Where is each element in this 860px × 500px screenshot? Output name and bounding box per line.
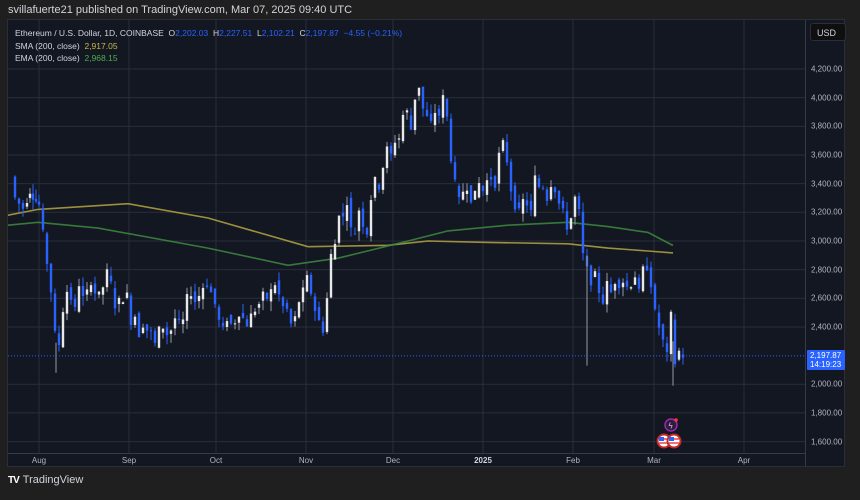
time-tick-label: Apr	[737, 456, 751, 465]
brand-name: TradingView	[22, 474, 84, 486]
ema-line[interactable]	[8, 221, 674, 267]
time-tick-label: 2025	[474, 456, 492, 465]
time-tick-label: Nov	[298, 456, 314, 465]
price-tick-label: 2,400.00	[811, 322, 843, 332]
change-value: −4.55 (−0.21%)	[343, 28, 403, 38]
legend-sma-row[interactable]: SMA (200, close) 2,917.05	[15, 40, 402, 53]
price-tick-label: 3,000.00	[811, 236, 843, 246]
price-tick-label: 2,600.00	[811, 293, 843, 303]
tradingview-logo-icon: TV	[8, 474, 20, 486]
legend-symbol-row: Ethereum / U.S. Dollar, 1D, COINBASE O2,…	[15, 28, 403, 38]
currency-selector[interactable]: USD	[810, 23, 846, 41]
high-value: 2,227.51	[219, 28, 253, 38]
sma-line[interactable]	[8, 202, 674, 254]
price-tick-label: 4,000.00	[811, 93, 843, 103]
price-tick-label: 4,200.00	[811, 64, 843, 74]
sma-value: 2,917.05	[84, 40, 118, 51]
price-tick-label: 3,800.00	[811, 121, 843, 131]
price-tick-label: 2,800.00	[811, 265, 843, 275]
price-tick-label: 3,600.00	[811, 150, 843, 160]
time-tick-label: Aug	[31, 456, 47, 465]
ema-label: EMA (200, close)	[15, 53, 80, 63]
ema-value: 2,968.15	[84, 53, 118, 63]
last-price-value: 2,197.87	[810, 350, 842, 360]
publish-line: svillafuerte21 published on TradingView.…	[8, 4, 353, 16]
price-tick-label: 3,200.00	[811, 207, 843, 217]
price-tick-label: 3,400.00	[811, 179, 843, 189]
last-price-label: 2,197.87 14:19:23	[807, 349, 845, 370]
price-tick-label: 1,600.00	[811, 437, 843, 447]
sma-label: SMA (200, close)	[15, 40, 80, 51]
time-tick-label: Dec	[385, 456, 401, 465]
time-tick-label: Sep	[121, 456, 137, 465]
close-value: 2,197.87	[305, 28, 339, 38]
price-tick-label: 1,800.00	[811, 408, 843, 418]
bar-countdown: 14:19:23	[810, 359, 842, 369]
footer: TV TradingView	[8, 474, 83, 486]
economic-events-icons[interactable]: ϟ	[656, 418, 682, 449]
candles[interactable]	[13, 86, 685, 386]
dividend-event-icon	[664, 418, 678, 432]
open-value: 2,202.03	[175, 28, 209, 38]
price-axis[interactable]: USD 2,197.87 14:19:23 4,200.00 4,000.00 3,…	[805, 20, 846, 467]
legend-ema-row[interactable]: EMA (200, close) 2,968.15	[15, 52, 402, 65]
svg-text:ϟ: ϟ	[669, 422, 674, 431]
time-tick-label: Oct	[209, 456, 223, 465]
time-axis[interactable]: Aug Sep Oct Nov Dec 2025 Feb Mar Apr	[8, 453, 805, 468]
low-value: 2,102.21	[261, 28, 295, 38]
chart-legend: Ethereum / U.S. Dollar, 1D, COINBASE O2,…	[15, 27, 402, 65]
price-tick-label: 2,000.00	[811, 379, 843, 389]
chart-frame: ϟ Ethereum / U.S. Dollar, 1D, COINBASE O…	[7, 19, 846, 468]
price-chart-plot[interactable]: ϟ	[8, 20, 805, 453]
time-tick-label: Mar	[647, 456, 661, 465]
time-tick-label: Feb	[566, 456, 580, 465]
symbol-name[interactable]: Ethereum / U.S. Dollar, 1D, COINBASE	[15, 28, 164, 38]
